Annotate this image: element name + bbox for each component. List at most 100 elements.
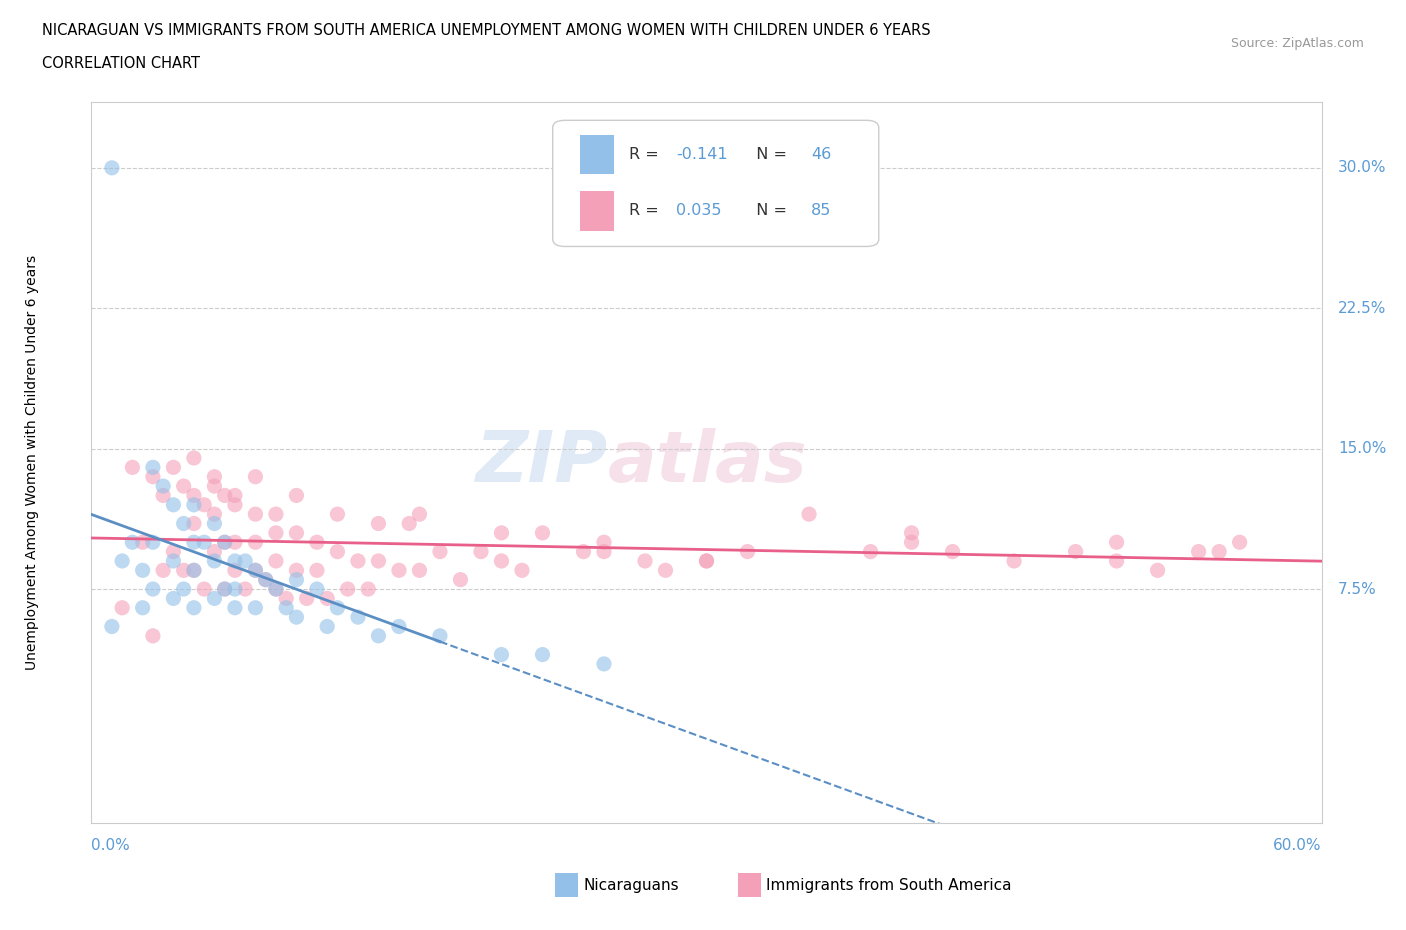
Point: [1064, 544, 1087, 559]
Point: [859, 544, 882, 559]
Point: [202, 553, 225, 568]
Point: [347, 553, 370, 568]
Text: 46: 46: [811, 147, 831, 162]
Point: [1105, 553, 1128, 568]
Point: [245, 507, 267, 522]
Point: [202, 544, 225, 559]
Point: [101, 619, 124, 634]
Point: [183, 488, 205, 503]
Point: [245, 535, 267, 550]
Point: [572, 544, 595, 559]
Point: [1229, 535, 1251, 550]
Point: [224, 498, 246, 512]
Point: [131, 563, 153, 578]
Point: [470, 544, 492, 559]
Text: ZIP: ZIP: [475, 428, 607, 498]
Point: [737, 544, 759, 559]
Point: [276, 591, 298, 605]
Point: [531, 525, 554, 540]
Point: [224, 488, 246, 503]
Text: 7.5%: 7.5%: [1339, 581, 1376, 596]
Point: [142, 629, 165, 644]
Point: [316, 591, 339, 605]
Text: N =: N =: [745, 204, 792, 219]
Point: [224, 553, 246, 568]
Point: [131, 535, 153, 550]
Point: [233, 553, 256, 568]
Text: Nicaraguans: Nicaraguans: [583, 878, 679, 893]
Point: [202, 516, 225, 531]
Text: 15.0%: 15.0%: [1339, 441, 1386, 456]
Point: [285, 563, 308, 578]
Point: [245, 563, 267, 578]
Point: [214, 581, 236, 596]
Point: [142, 581, 165, 596]
Point: [183, 601, 205, 616]
Point: [797, 507, 820, 522]
Point: [264, 553, 287, 568]
Point: [347, 610, 370, 625]
Point: [695, 553, 717, 568]
Text: Unemployment Among Women with Children Under 6 years: Unemployment Among Women with Children U…: [25, 255, 39, 671]
Point: [285, 572, 308, 587]
Point: [121, 535, 143, 550]
Point: [593, 544, 616, 559]
Point: [367, 516, 389, 531]
Point: [254, 572, 277, 587]
Point: [214, 535, 236, 550]
Point: [408, 507, 430, 522]
Point: [264, 581, 287, 596]
Text: 85: 85: [811, 204, 831, 219]
Text: R =: R =: [628, 204, 664, 219]
Point: [388, 619, 411, 634]
Point: [654, 563, 676, 578]
Point: [245, 601, 267, 616]
Point: [111, 553, 134, 568]
Point: [245, 563, 267, 578]
Point: [183, 535, 205, 550]
Point: [173, 581, 195, 596]
Text: 30.0%: 30.0%: [1339, 160, 1386, 176]
Point: [285, 610, 308, 625]
Point: [162, 460, 184, 475]
Text: 60.0%: 60.0%: [1274, 838, 1322, 853]
Point: [449, 572, 471, 587]
Point: [276, 601, 298, 616]
Point: [193, 498, 215, 512]
FancyBboxPatch shape: [553, 120, 879, 246]
Point: [193, 535, 215, 550]
Text: 22.5%: 22.5%: [1339, 300, 1386, 315]
Point: [326, 601, 349, 616]
Text: -0.141: -0.141: [676, 147, 727, 162]
Point: [152, 563, 174, 578]
Point: [367, 553, 389, 568]
Point: [264, 507, 287, 522]
Point: [531, 647, 554, 662]
Point: [224, 563, 246, 578]
Point: [264, 525, 287, 540]
Point: [326, 507, 349, 522]
Point: [264, 581, 287, 596]
Point: [510, 563, 533, 578]
Point: [224, 601, 246, 616]
Point: [202, 507, 225, 522]
Point: [162, 553, 184, 568]
Point: [429, 544, 451, 559]
Point: [336, 581, 359, 596]
Point: [388, 563, 411, 578]
Point: [1208, 544, 1230, 559]
Point: [202, 591, 225, 605]
Point: [942, 544, 965, 559]
Point: [634, 553, 657, 568]
Text: atlas: atlas: [607, 428, 808, 498]
Point: [305, 563, 328, 578]
Point: [1105, 535, 1128, 550]
Point: [162, 591, 184, 605]
Point: [1187, 544, 1209, 559]
Point: [183, 563, 205, 578]
Point: [593, 535, 616, 550]
Point: [183, 450, 205, 465]
FancyBboxPatch shape: [579, 191, 614, 231]
Point: [357, 581, 380, 596]
Point: [152, 488, 174, 503]
